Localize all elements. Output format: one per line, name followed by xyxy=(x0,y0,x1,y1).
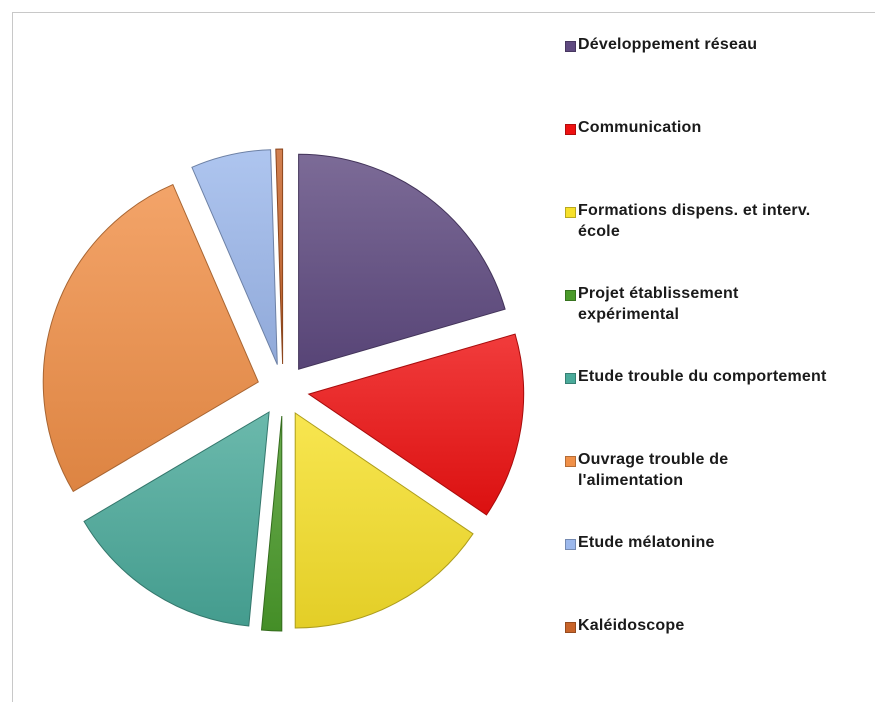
legend-item-kaleidoscope: Kaléidoscope xyxy=(565,611,875,694)
pie-slice-2 xyxy=(294,412,474,629)
pie-slice-4 xyxy=(83,411,270,627)
legend-label: Communication xyxy=(578,119,702,136)
legend-item-etude-melatonine: Etude mélatonine xyxy=(565,528,875,611)
legend-swatch xyxy=(565,124,576,135)
legend-label: Ouvrage trouble de l'alimentation xyxy=(578,451,729,489)
legend-item-developpement-reseau: Développement réseau xyxy=(565,30,875,113)
legend-label: Formations dispens. et interv. école xyxy=(578,202,811,240)
legend-label: Projet établissement expérimental xyxy=(578,285,739,323)
pie-slice-7 xyxy=(275,148,284,365)
legend-item-communication: Communication xyxy=(565,113,875,196)
legend: Développement réseau Communication Forma… xyxy=(565,30,875,694)
legend-item-etude-trouble-comportement: Etude trouble du comportement xyxy=(565,362,875,445)
legend-swatch xyxy=(565,290,576,301)
chart-frame xyxy=(12,12,875,702)
pie-slice-0 xyxy=(298,153,506,370)
pie-slice-5 xyxy=(42,183,259,493)
legend-swatch xyxy=(565,373,576,384)
legend-swatch xyxy=(565,539,576,550)
legend-swatch xyxy=(565,456,576,467)
legend-item-formations: Formations dispens. et interv. école xyxy=(565,196,875,279)
legend-item-ouvrage-trouble-alimentation: Ouvrage trouble de l'alimentation xyxy=(565,445,875,528)
pie-slice-3 xyxy=(260,415,283,632)
legend-label: Etude trouble du comportement xyxy=(578,368,827,385)
legend-label: Etude mélatonine xyxy=(578,534,715,551)
legend-label: Développement réseau xyxy=(578,36,758,53)
pie-slice-6 xyxy=(191,149,278,365)
legend-swatch xyxy=(565,622,576,633)
legend-swatch xyxy=(565,207,576,218)
pie-slice-1 xyxy=(307,333,525,516)
legend-swatch xyxy=(565,41,576,52)
legend-item-projet-etablissement: Projet établissement expérimental xyxy=(565,279,875,362)
legend-label: Kaléidoscope xyxy=(578,617,685,634)
